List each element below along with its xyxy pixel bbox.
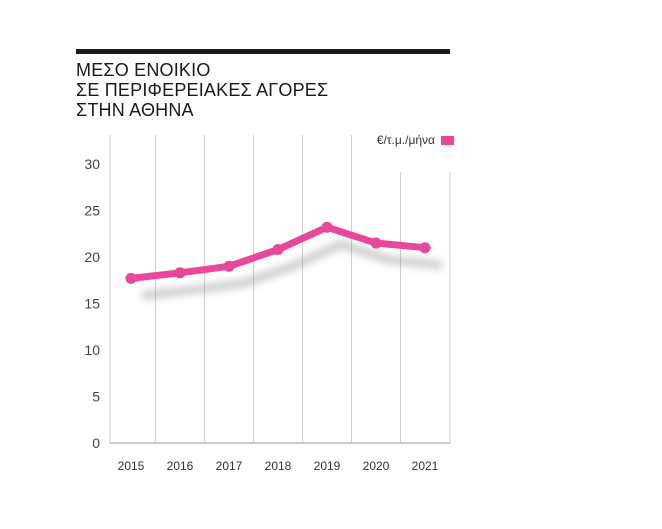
legend: €/τ.μ./μήνα — [377, 133, 454, 147]
title-line-3: ΣΤΗΝ ΑΘΗΝΑ — [76, 100, 194, 120]
gridlines — [109, 135, 451, 444]
y-tick-label: 20 — [84, 249, 100, 265]
x-tick-label: 2015 — [118, 459, 145, 473]
x-tick-label: 2016 — [167, 459, 194, 473]
legend-label: €/τ.μ./μήνα — [376, 133, 435, 147]
y-tick-label: 5 — [92, 389, 100, 405]
x-tick-label: 2020 — [363, 459, 390, 473]
y-axis-ticks: 0 5 10 15 20 25 30 — [84, 156, 100, 451]
x-tick-label: 2017 — [216, 459, 243, 473]
title-rule — [76, 49, 450, 54]
x-tick-label: 2019 — [314, 459, 341, 473]
y-tick-label: 15 — [84, 296, 100, 312]
data-point-2020 — [370, 237, 382, 249]
x-tick-label: 2018 — [265, 459, 292, 473]
title-line-2: ΣΕ ΠΕΡΙΦΕΡΕΙΑΚΕΣ ΑΓΟΡΕΣ — [76, 80, 329, 100]
y-tick-label: 25 — [84, 203, 100, 219]
line-shadow — [141, 240, 443, 300]
data-point-2021 — [419, 242, 431, 254]
chart-title: ΜΕΣΟ ΕΝΟΙΚΙΟ ΣΕ ΠΕΡΙΦΕΡΕΙΑΚΕΣ ΑΓΟΡΕΣ ΣΤΗ… — [76, 60, 456, 120]
y-tick-label: 0 — [92, 435, 100, 451]
y-tick-label: 10 — [84, 342, 100, 358]
y-tick-label: 30 — [84, 156, 100, 172]
title-line-1: ΜΕΣΟ ΕΝΟΙΚΙΟ — [76, 60, 211, 80]
data-point-2016 — [174, 267, 186, 279]
data-point-2017 — [223, 260, 235, 272]
series-line-group — [125, 221, 431, 284]
data-point-2015 — [125, 272, 137, 284]
data-point-2019 — [321, 221, 333, 233]
x-tick-label: 2021 — [412, 459, 439, 473]
series-shadow — [141, 240, 443, 300]
legend-swatch — [441, 135, 454, 145]
data-point-2018 — [272, 244, 284, 256]
x-axis-ticks: 2015 2016 2017 2018 2019 2020 2021 — [118, 459, 439, 473]
